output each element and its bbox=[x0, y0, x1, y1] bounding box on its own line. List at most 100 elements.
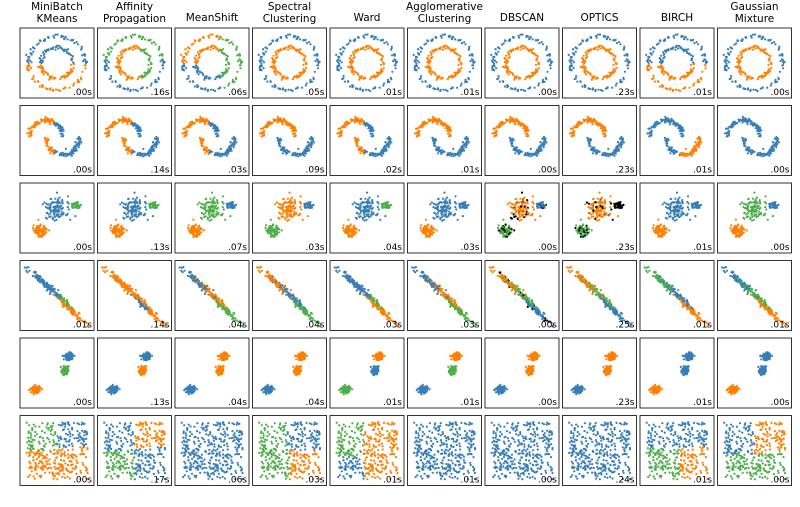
data-point bbox=[429, 57, 433, 60]
data-point bbox=[61, 199, 64, 202]
time-label: .14s bbox=[150, 166, 169, 176]
data-point bbox=[214, 78, 217, 81]
data-point bbox=[615, 149, 618, 152]
data-point bbox=[109, 226, 112, 230]
data-point bbox=[746, 152, 750, 155]
data-point bbox=[302, 39, 305, 42]
data-point bbox=[431, 121, 434, 124]
data-point bbox=[687, 72, 690, 75]
time-label: .01s bbox=[460, 166, 479, 176]
data-point bbox=[492, 62, 496, 65]
data-point bbox=[596, 151, 599, 154]
data-point bbox=[510, 87, 514, 90]
data-point bbox=[736, 85, 739, 88]
data-point bbox=[526, 75, 529, 78]
data-point bbox=[703, 54, 706, 57]
data-point bbox=[492, 55, 495, 59]
data-point bbox=[309, 81, 312, 84]
data-point bbox=[194, 64, 197, 67]
data-point bbox=[311, 138, 314, 141]
data-point bbox=[182, 58, 185, 61]
data-point bbox=[384, 141, 387, 144]
data-point bbox=[745, 119, 748, 122]
data-point bbox=[697, 146, 700, 149]
data-point bbox=[84, 60, 87, 64]
data-point bbox=[138, 75, 141, 78]
data-point bbox=[758, 34, 761, 37]
data-point bbox=[131, 197, 134, 200]
data-point bbox=[264, 77, 267, 80]
data-point bbox=[760, 152, 763, 155]
data-point bbox=[692, 149, 695, 152]
data-point bbox=[753, 33, 757, 36]
data-point bbox=[627, 60, 630, 64]
data-point bbox=[135, 196, 139, 199]
data-point bbox=[345, 43, 349, 46]
data-point bbox=[209, 48, 212, 51]
data-point bbox=[751, 33, 755, 36]
data-point bbox=[32, 50, 35, 53]
data-point bbox=[777, 48, 780, 51]
data-point bbox=[624, 60, 627, 63]
data-point bbox=[272, 54, 275, 57]
data-point bbox=[304, 55, 307, 58]
data-point bbox=[34, 231, 37, 234]
data-point bbox=[206, 217, 209, 221]
data-point bbox=[585, 73, 588, 76]
data-point bbox=[227, 84, 230, 87]
data-point bbox=[735, 42, 738, 45]
data-point bbox=[198, 70, 201, 73]
data-point bbox=[385, 147, 388, 150]
data-point bbox=[382, 63, 385, 66]
data-point bbox=[76, 205, 79, 208]
data-point bbox=[126, 88, 129, 91]
data-point bbox=[569, 58, 573, 61]
data-point bbox=[603, 75, 606, 78]
data-point bbox=[689, 153, 693, 156]
data-point bbox=[117, 118, 120, 121]
data-point bbox=[188, 80, 191, 83]
data-point bbox=[382, 67, 385, 70]
data-point bbox=[393, 54, 396, 57]
data-point bbox=[343, 80, 346, 83]
data-point bbox=[120, 201, 123, 204]
data-point bbox=[614, 55, 617, 58]
data-point bbox=[104, 55, 107, 59]
data-point bbox=[416, 131, 419, 134]
data-point bbox=[313, 45, 316, 48]
data-point bbox=[42, 51, 45, 54]
data-point bbox=[669, 152, 672, 155]
data-point bbox=[301, 86, 304, 89]
data-point bbox=[584, 51, 587, 54]
data-point bbox=[29, 48, 32, 51]
time-label: .01s bbox=[383, 88, 402, 98]
data-point bbox=[627, 67, 630, 70]
data-point bbox=[464, 43, 467, 46]
data-point bbox=[613, 57, 616, 60]
data-point bbox=[593, 150, 596, 153]
data-point bbox=[697, 144, 700, 147]
data-point bbox=[40, 232, 44, 235]
data-point bbox=[424, 80, 427, 83]
data-point bbox=[569, 68, 572, 71]
data-point bbox=[414, 127, 418, 130]
data-point bbox=[359, 48, 362, 51]
data-point bbox=[579, 80, 582, 83]
column-title: Agglomerative Clustering bbox=[406, 1, 483, 25]
subplot-varied-2: .07s bbox=[174, 182, 250, 254]
data-point bbox=[32, 224, 35, 227]
data-point bbox=[584, 57, 588, 60]
data-point bbox=[623, 70, 627, 73]
data-point bbox=[360, 75, 363, 78]
data-point bbox=[341, 46, 345, 49]
data-point bbox=[60, 34, 63, 37]
data-point bbox=[129, 217, 132, 221]
data-point bbox=[59, 127, 62, 130]
data-point bbox=[443, 44, 446, 47]
data-point bbox=[209, 88, 213, 91]
data-point bbox=[47, 119, 50, 122]
data-point bbox=[127, 48, 130, 51]
data-point bbox=[231, 81, 234, 84]
data-point bbox=[285, 36, 288, 39]
time-label: .06s bbox=[228, 88, 247, 98]
